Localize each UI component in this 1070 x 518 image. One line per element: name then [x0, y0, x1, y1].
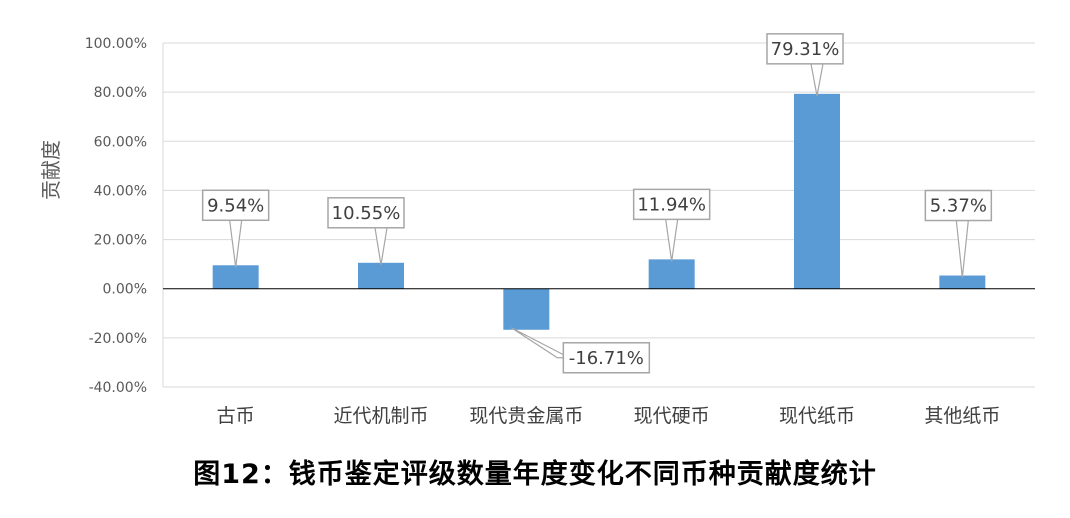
x-tick-label: 其他纸币: [924, 405, 1000, 427]
data-label-box: [201, 189, 270, 222]
data-label: 79.31%: [771, 39, 840, 60]
y-tick-label: 60.00%: [94, 134, 147, 150]
y-tick-label: 80.00%: [94, 85, 147, 101]
data-label-leader: [228, 219, 243, 268]
x-tick-label: 近代机制币: [333, 405, 428, 427]
data-label: -16.71%: [569, 348, 644, 369]
data-label-box: [632, 188, 711, 221]
data-label-box: [766, 33, 844, 65]
x-tick-label: 现代硬币: [634, 405, 710, 427]
x-tick-label: 现代纸币: [779, 405, 855, 427]
bar: [503, 288, 550, 330]
data-label: 9.54%: [207, 195, 264, 216]
y-axis-label: 贡献度: [39, 140, 63, 200]
chart-plot: 100.00% 80.00% 60.00% 40.00% 20.00% 0.00% -20.…: [39, 33, 1035, 427]
data-label-leader: [511, 327, 570, 359]
bar: [648, 259, 695, 289]
x-tick-label: 现代贵金属币: [469, 405, 583, 427]
data-label-box: [924, 189, 993, 222]
bar: [939, 275, 986, 289]
y-tick-label: 100.00%: [85, 36, 147, 52]
bar: [212, 265, 259, 289]
bar: [358, 262, 404, 289]
data-label-leader: [664, 218, 679, 262]
data-label: 10.55%: [332, 203, 401, 224]
data-label-leader: [955, 219, 969, 278]
bar: [794, 93, 840, 289]
figure-caption: 图12：钱币鉴定评级数量年度变化不同币种贡献度统计: [193, 459, 877, 490]
y-tick-label: -20.00%: [89, 331, 147, 347]
data-label-box: [562, 342, 651, 374]
data-label-leader: [374, 227, 388, 265]
data-label-box: [327, 197, 405, 229]
y-tick-label: 0.00%: [103, 282, 147, 298]
y-tick-label: 40.00%: [94, 183, 147, 199]
y-tick-label: -40.00%: [89, 380, 147, 396]
y-tick-label: 20.00%: [94, 233, 147, 249]
data-label: 5.37%: [930, 196, 987, 217]
data-label-leader: [810, 63, 824, 96]
data-label: 11.94%: [637, 194, 706, 215]
x-tick-label: 古币: [217, 405, 255, 427]
